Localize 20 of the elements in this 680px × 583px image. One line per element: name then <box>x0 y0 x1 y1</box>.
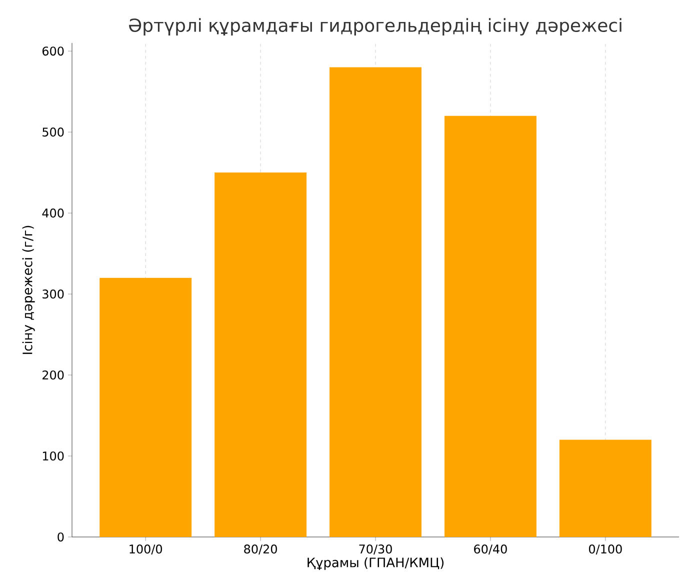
y-tick-label: 600 <box>42 46 64 56</box>
x-tick-label: 70/30 <box>359 544 392 554</box>
x-axis-title: Құрамы (ГПАН/КМЦ) <box>308 557 444 570</box>
chart-title: Әртүрлі құрамдағы гидрогельдердің ісіну дәрежесі <box>129 18 622 36</box>
x-tick-label: 0/100 <box>588 544 622 554</box>
y-tick-label: 200 <box>42 370 64 380</box>
bar <box>330 67 422 537</box>
y-tick-label: 100 <box>42 451 64 461</box>
bar <box>444 116 536 537</box>
x-tick-label: 100/0 <box>130 544 162 554</box>
bar <box>100 278 192 537</box>
bar <box>214 172 307 537</box>
y-tick-label: 400 <box>42 208 64 218</box>
x-tick-label: 60/40 <box>474 544 507 554</box>
y-tick-label: 300 <box>42 290 64 299</box>
bar <box>559 440 652 537</box>
y-tick-label: 0 <box>58 532 64 542</box>
x-tick-label: 80/20 <box>244 544 277 554</box>
y-axis-title: Ісіну дәрежесі (г/г) <box>22 226 35 354</box>
y-tick-label: 500 <box>42 128 64 137</box>
